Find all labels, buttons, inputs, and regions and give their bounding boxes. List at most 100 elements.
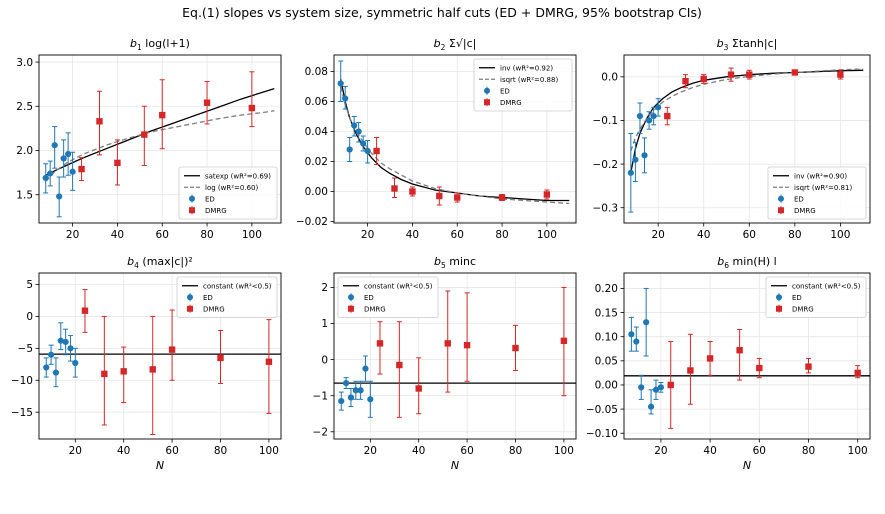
axes-frame [333, 272, 577, 440]
x-tick-label: 20 [651, 229, 664, 241]
legend-ed-marker [776, 294, 782, 301]
legend-dmrg-marker [348, 305, 354, 312]
legend-dmrg-marker [778, 207, 784, 214]
subplot-4: 20 40 60 80 100 −15 −10 −5 0 5 b4 (max|c|)² Nconsta… [11, 255, 282, 472]
y-tick-label: 5 [26, 279, 33, 291]
dmrg-point [667, 381, 674, 389]
ed-point [65, 150, 72, 158]
legend-ed-marker [189, 195, 195, 202]
dmrg-point [543, 191, 551, 198]
legend-label: DMRG [792, 305, 814, 313]
ed-point [357, 387, 364, 394]
x-tick-label: 60 [460, 445, 473, 457]
dmrg-point [159, 111, 166, 119]
dmrg-point [373, 147, 380, 155]
x-tick-label: 100 [259, 445, 279, 457]
dmrg-point [498, 194, 506, 201]
x-tick-label: 60 [451, 229, 464, 241]
y-tick-label: 1.5 [16, 189, 33, 201]
y-tick-label: 0.08 [305, 66, 328, 78]
x-tick-label: 80 [509, 445, 522, 457]
ed-point [62, 338, 69, 346]
dmrg-point [265, 358, 273, 365]
x-tick-label: 20 [66, 229, 79, 241]
x-tick-label: 80 [200, 229, 213, 241]
dmrg-point [454, 194, 461, 201]
ed-point [364, 147, 371, 155]
ed-point [69, 168, 76, 175]
dmrg-point [168, 346, 176, 353]
y-tick-label: 0.02 [305, 156, 328, 168]
subplot-2: 20 40 60 80 100 −0.02 0.00 0.02 0.04 0.06 0.08 b2 Σ… [296, 37, 577, 241]
legend-label: DMRG [205, 207, 227, 215]
dmrg-point [409, 188, 416, 195]
ed-point [643, 319, 650, 326]
legend: constant (wR²<0.5) ED DMRG [765, 276, 867, 318]
dmrg-point [736, 347, 743, 354]
y-tick-label: −0.3 [593, 202, 619, 214]
subplot-title: b6 min(H) l [717, 255, 776, 270]
dmrg-point [706, 355, 714, 362]
y-tick-label: −5 [18, 343, 33, 355]
legend-ed-marker [187, 294, 193, 301]
ed-point [360, 140, 367, 147]
legend-box [337, 276, 439, 318]
subplot-title: b2 Σ√|c| [434, 37, 477, 52]
legend: satexp (wR²=0.69) log (wR²=0.60) ED DMRG [178, 166, 278, 220]
fit-line-2 [45, 110, 275, 182]
ed-point [57, 337, 64, 344]
dmrg-point [78, 165, 85, 173]
dmrg-point [560, 337, 568, 345]
legend-label: satexp (wR²=0.69) [205, 172, 271, 180]
x-tick-label: 40 [117, 445, 130, 457]
legend-dmrg-marker [189, 207, 195, 214]
dmrg-point [727, 71, 735, 78]
subplot-title: b4 (max|c|)² [127, 255, 193, 270]
dmrg-point [248, 104, 256, 112]
y-tick-label: 0.0 [601, 72, 618, 84]
y-tick-label: −15 [11, 407, 33, 419]
legend-label: ED [792, 294, 802, 302]
axes-frame [38, 272, 282, 440]
legend-label: DMRG [203, 305, 225, 313]
legend-label: constant (wR²<0.5) [364, 282, 433, 290]
ed-point [641, 152, 648, 159]
dmrg-point [81, 307, 89, 314]
ed-point [51, 142, 58, 149]
legend-ed-marker [348, 294, 354, 301]
ed-point [627, 169, 634, 176]
legend-label: isqrt (wR²=0.88) [500, 76, 558, 84]
legend-label: inv (wR²=0.92) [500, 64, 553, 72]
fit-line-1 [630, 69, 864, 173]
dmrg-point [746, 71, 753, 78]
x-tick-label: 20 [364, 445, 377, 457]
legend-dmrg-marker [776, 305, 782, 312]
ed-point [343, 379, 350, 387]
dmrg-point [837, 71, 844, 78]
axes-frame [623, 54, 871, 224]
y-tick-label: 0.20 [595, 283, 618, 295]
ed-point [347, 394, 355, 401]
x-tick-label: 40 [406, 229, 419, 241]
x-tick-label: 100 [537, 229, 557, 241]
legend: inv (wR²=0.90) isqrt (wR²=0.81) ED DMRG [767, 166, 867, 220]
dmrg-point [149, 366, 156, 373]
ed-point [338, 398, 345, 405]
x-tick-label: 100 [242, 229, 262, 241]
ed-point [337, 80, 344, 87]
y-tick-label: 2 [321, 282, 328, 294]
dmrg-point [687, 367, 694, 374]
y-tick-label: 0.10 [595, 331, 618, 343]
ed-point [632, 156, 639, 163]
x-tick-label: 40 [412, 445, 425, 457]
ed-point [638, 384, 645, 391]
y-tick-label: −0.02 [296, 216, 328, 228]
subplot-title: b5 minc [434, 255, 476, 270]
ed-point [342, 95, 349, 102]
axes-frame [38, 54, 282, 224]
x-tick-label: 100 [830, 229, 850, 241]
x-tick-label: 60 [753, 445, 766, 457]
dmrg-point [120, 368, 127, 375]
y-tick-label: −0.05 [586, 404, 618, 416]
x-tick-label: 80 [788, 229, 801, 241]
